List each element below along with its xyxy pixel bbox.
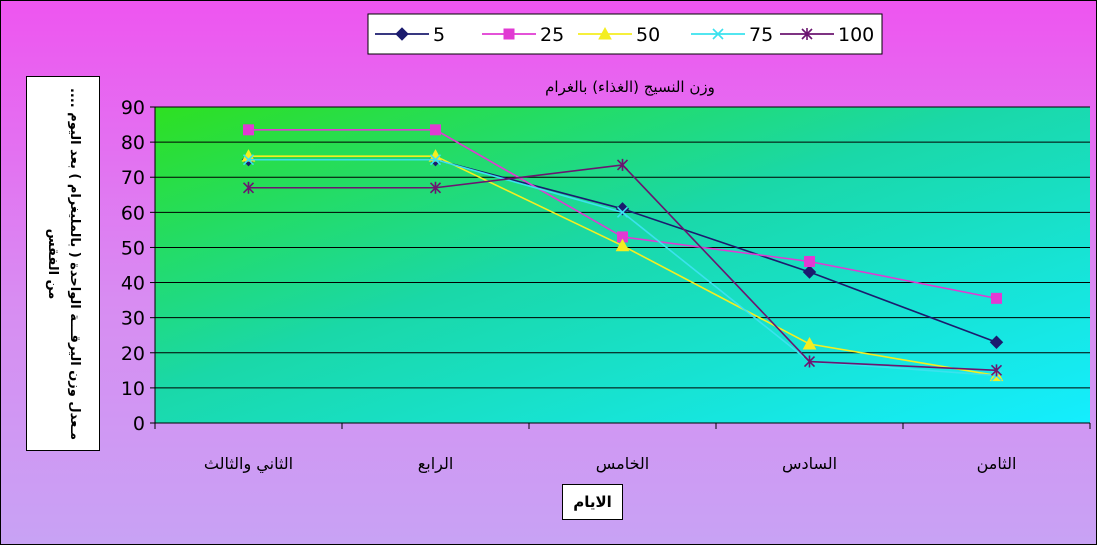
y-axis-label: مـعدل وزن اليرقـــة الواحدة ( بالمليغرام…: [45, 87, 82, 440]
legend-item-5: 5: [375, 24, 445, 46]
chart-title: وزن النسيج (الغذاء) بالغرام: [545, 78, 715, 96]
y-tick-label-70: 70: [121, 167, 145, 189]
point-100-2: [616, 158, 629, 171]
y-tick-label-80: 80: [121, 132, 145, 154]
x-category-label-0: الثاني والثالث: [204, 454, 293, 474]
legend-item-25: 25: [482, 24, 564, 46]
legend-label-5: 5: [433, 24, 445, 46]
plot-area: [155, 107, 1090, 423]
y-tick-label-50: 50: [121, 237, 145, 259]
legend-marker-75: [712, 28, 724, 40]
y-tick-label-60: 60: [121, 202, 145, 224]
y-tick-label-40: 40: [121, 273, 145, 295]
legend-marker-5: [395, 27, 409, 41]
legend-label-25: 25: [540, 24, 564, 46]
point-75-2: [616, 206, 629, 218]
legend-item-50: 50: [578, 24, 660, 46]
x-category-label-3: السادس: [782, 454, 837, 473]
y-tick-label-90: 90: [121, 97, 145, 119]
point-25-0: [243, 124, 254, 136]
point-25-1: [430, 124, 441, 136]
legend-label-75: 75: [749, 24, 773, 46]
point-50-3: [802, 336, 817, 350]
y-tick-label-30: 30: [121, 308, 145, 330]
y-tick-label-0: 0: [133, 413, 145, 435]
point-5-4: [989, 335, 1004, 349]
legend-marker-25: [503, 28, 515, 40]
point-50-2: [615, 238, 630, 252]
point-25-3: [804, 255, 815, 267]
point-75-1: [429, 154, 442, 166]
point-25-4: [991, 292, 1002, 304]
series-100: [242, 158, 1003, 377]
legend-marker-50: [598, 26, 612, 40]
series-25: [243, 124, 1002, 304]
point-100-1: [429, 181, 442, 194]
point-75-0: [242, 154, 255, 166]
point-100-3: [803, 355, 816, 368]
y-tick-label-10: 10: [121, 378, 145, 400]
legend-label-100: 100: [838, 24, 874, 46]
point-5-3: [802, 265, 817, 279]
legend-item-100: 100: [780, 24, 874, 46]
point-100-0: [242, 181, 255, 194]
axes: [150, 106, 1091, 429]
x-category-labels: الثاني والثالث الرابع الخامس السادس الثامن: [204, 454, 1017, 474]
x-axis-label: الايام: [562, 484, 623, 520]
legend: 5 25 50 75 100: [367, 13, 883, 55]
x-category-label-4: الثامن: [977, 454, 1017, 474]
legend-item-75: 75: [691, 24, 773, 46]
legend-marker-100: [801, 28, 813, 40]
x-category-label-2: الخامس: [596, 454, 650, 474]
legend-label-50: 50: [636, 24, 660, 46]
y-tick-label-20: 20: [121, 343, 145, 365]
y-axis-label-box: مـعدل وزن اليرقـــة الواحدة ( بالمليغرام…: [26, 76, 100, 451]
x-category-label-1: الرابع: [418, 454, 454, 474]
point-100-4: [990, 364, 1003, 377]
series-group: [241, 124, 1004, 382]
y-tick-labels: 0 10 20 30 40 50 60 70 80 90: [121, 97, 145, 435]
